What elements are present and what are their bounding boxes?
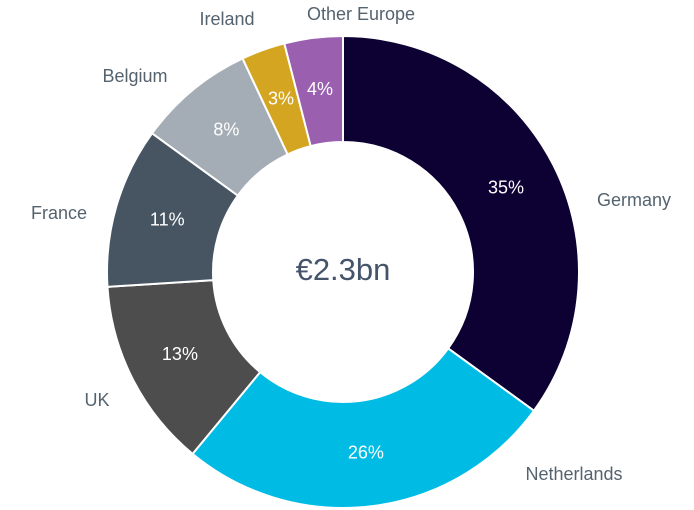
category-label: UK [84,390,109,410]
value-label: 26% [348,442,384,462]
donut-segment [191,347,536,509]
value-label: 13% [162,344,198,364]
value-label: 35% [488,178,524,198]
category-label: Belgium [102,66,167,86]
value-label: 4% [307,79,333,99]
value-label: 3% [268,89,294,109]
category-label: France [31,203,87,223]
category-label: Ireland [199,9,254,29]
category-label: Germany [597,190,671,210]
category-label: Netherlands [525,464,622,484]
donut-segment [342,34,580,413]
center-label: €2.3bn [296,252,391,287]
value-label: 11% [150,210,185,230]
donut-segment [283,34,344,148]
category-label: Other Europe [307,4,415,24]
value-label: 8% [213,120,239,140]
